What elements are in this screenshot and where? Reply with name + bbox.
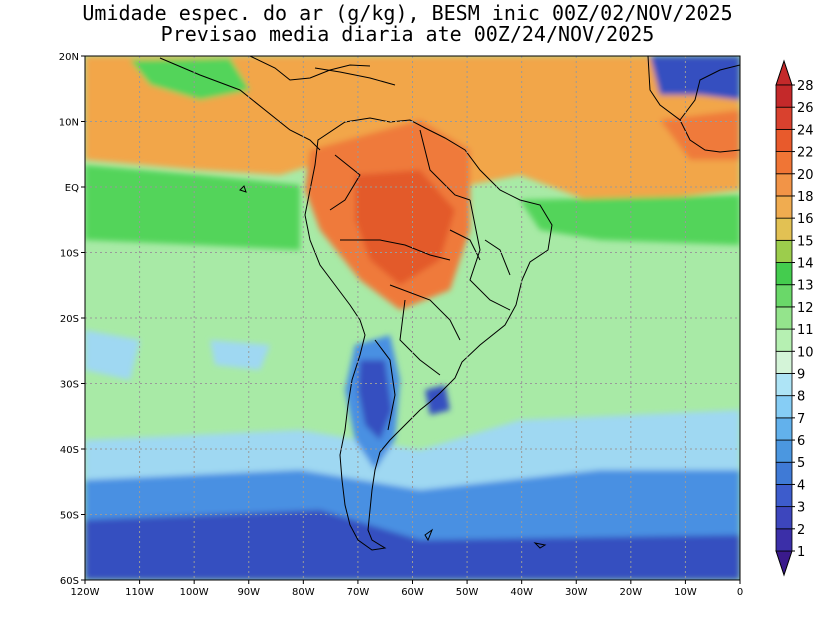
colorbar-label: 26 xyxy=(797,101,814,116)
colorbar-swatch xyxy=(775,528,793,552)
colorbar-label: 9 xyxy=(797,367,805,382)
lon-label: 40W xyxy=(510,587,533,598)
colorbar-swatch xyxy=(775,84,793,108)
colorbar-swatch xyxy=(775,106,793,130)
lat-label: 50S xyxy=(60,511,79,522)
colorbar-label: 12 xyxy=(797,301,814,316)
latitude-labels: 20N 10N EQ 10S 20S 30S 40S 50S 60S xyxy=(59,52,79,587)
colorbar-label: 5 xyxy=(797,456,805,471)
lon-label: 50W xyxy=(456,587,479,598)
colorbar-label: 18 xyxy=(797,190,814,205)
lat-lon-grid xyxy=(85,56,740,580)
colorbar-label: 24 xyxy=(797,123,814,138)
lat-label: 10N xyxy=(59,118,79,129)
colorbar-label: 14 xyxy=(797,257,814,272)
colorbar-swatch xyxy=(775,151,793,175)
colorbar-swatch xyxy=(775,328,793,352)
lon-label: 10W xyxy=(674,587,697,598)
lon-label: 80W xyxy=(292,587,315,598)
colorbar-label: 22 xyxy=(797,146,814,161)
lon-label: 20W xyxy=(620,587,643,598)
colorbar-label: 16 xyxy=(797,212,814,227)
colorbar-label: 6 xyxy=(797,434,805,449)
lat-label: 20S xyxy=(60,314,79,325)
colorbar-swatch xyxy=(775,173,793,197)
colorbar-swatch xyxy=(775,128,793,152)
colorbar-label: 1 xyxy=(797,545,805,560)
lat-label: 60S xyxy=(60,576,79,587)
longitude-labels: 120W 110W 100W 90W 80W 70W 60W 50W 40W 30W 20W 10W 0 xyxy=(71,587,744,598)
lon-label: 70W xyxy=(347,587,370,598)
colorbar-label: 3 xyxy=(797,501,805,516)
lat-label: 30S xyxy=(60,380,79,391)
colorbar-swatch xyxy=(775,395,793,419)
colorbar-swatch xyxy=(775,484,793,508)
title-line-1: Umidade espec. do ar (g/kg), BESM inic 0… xyxy=(82,1,733,25)
colorbar-label: 4 xyxy=(797,478,805,493)
colorbar-swatch xyxy=(775,239,793,263)
colorbar-label: 28 xyxy=(797,79,814,94)
lat-label: EQ xyxy=(65,183,79,194)
colorbar-swatch xyxy=(775,217,793,241)
colorbar-swatch xyxy=(775,373,793,397)
colorbar-label: 20 xyxy=(797,168,814,183)
lon-label: 0 xyxy=(737,587,743,598)
lat-label: 40S xyxy=(60,445,79,456)
colorbar-label: 2 xyxy=(797,523,805,538)
colorbar-swatch xyxy=(775,195,793,219)
lon-label: 120W xyxy=(71,587,100,598)
lon-label: 100W xyxy=(180,587,209,598)
axis-ticks xyxy=(81,55,741,584)
colorbar-label: 15 xyxy=(797,234,814,249)
colorbar-label: 8 xyxy=(797,390,805,405)
title-line-2: Previsao media diaria ate 00Z/24/NOV/202… xyxy=(160,22,655,46)
colorbar-arrow-bottom xyxy=(775,550,793,577)
colorbar-swatch xyxy=(775,461,793,485)
lat-label: 10S xyxy=(60,249,79,260)
colorbar-swatch xyxy=(775,506,793,530)
colorbar-label: 7 xyxy=(797,412,805,427)
colorbar-swatch xyxy=(775,262,793,286)
lat-label: 20N xyxy=(59,52,79,63)
lon-label: 110W xyxy=(125,587,154,598)
colorbar-label: 13 xyxy=(797,279,814,294)
colorbar-label: 10 xyxy=(797,345,814,360)
lon-label: 60W xyxy=(401,587,424,598)
colorbar-label: 11 xyxy=(797,323,814,338)
colorbar-swatch xyxy=(775,306,793,330)
colorbar-swatch xyxy=(775,350,793,374)
colorbar-arrow-top xyxy=(775,59,793,86)
colorbar-swatch xyxy=(775,439,793,463)
lon-label: 30W xyxy=(565,587,588,598)
lon-label: 90W xyxy=(237,587,260,598)
colorbar-swatch xyxy=(775,284,793,308)
colorbar-swatch xyxy=(775,417,793,441)
